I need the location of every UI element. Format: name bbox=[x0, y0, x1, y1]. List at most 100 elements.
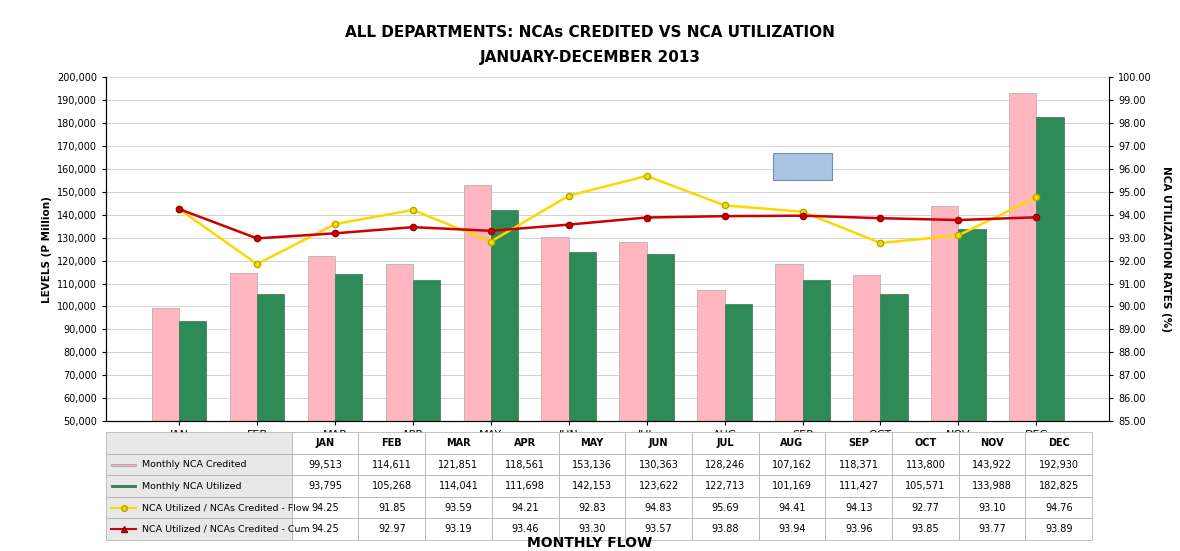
Bar bbox=[291, 476, 359, 497]
Bar bbox=[179, 321, 206, 536]
Bar bbox=[853, 275, 880, 536]
Text: FEB: FEB bbox=[381, 438, 402, 448]
Bar bbox=[625, 497, 691, 518]
Bar bbox=[825, 518, 892, 540]
Bar bbox=[257, 294, 284, 536]
Bar bbox=[892, 454, 959, 476]
Text: 94.21: 94.21 bbox=[511, 503, 539, 513]
Bar bbox=[773, 153, 832, 180]
Text: SEP: SEP bbox=[848, 438, 870, 448]
Text: APR: APR bbox=[514, 438, 536, 448]
Text: 105,571: 105,571 bbox=[905, 481, 945, 491]
Text: 93.85: 93.85 bbox=[912, 524, 939, 534]
Bar bbox=[691, 497, 759, 518]
Text: MAR: MAR bbox=[446, 438, 471, 448]
Text: 93.57: 93.57 bbox=[644, 524, 673, 534]
Bar bbox=[691, 433, 759, 454]
Bar bbox=[558, 433, 625, 454]
Text: NCA Utilized / NCAs Credited - Flow: NCA Utilized / NCAs Credited - Flow bbox=[143, 503, 309, 512]
Bar bbox=[492, 433, 558, 454]
Text: 93.46: 93.46 bbox=[511, 524, 539, 534]
Bar bbox=[542, 237, 569, 536]
Bar bbox=[491, 210, 518, 536]
Bar bbox=[558, 454, 625, 476]
Bar bbox=[959, 454, 1025, 476]
Bar bbox=[1025, 433, 1093, 454]
Bar bbox=[291, 518, 359, 540]
Bar bbox=[825, 454, 892, 476]
Bar bbox=[1025, 454, 1093, 476]
Bar bbox=[359, 497, 425, 518]
Bar bbox=[359, 476, 425, 497]
Bar bbox=[759, 454, 825, 476]
Text: 192,930: 192,930 bbox=[1038, 460, 1079, 469]
Bar bbox=[558, 497, 625, 518]
Bar bbox=[558, 476, 625, 497]
Bar bbox=[691, 476, 759, 497]
Bar bbox=[335, 274, 362, 536]
Bar bbox=[111, 464, 137, 466]
Bar bbox=[359, 454, 425, 476]
Bar bbox=[291, 497, 359, 518]
Bar bbox=[775, 264, 802, 536]
Bar bbox=[425, 454, 492, 476]
Text: 91.85: 91.85 bbox=[378, 503, 406, 513]
Text: 94.83: 94.83 bbox=[644, 503, 673, 513]
Text: 99,513: 99,513 bbox=[308, 460, 342, 469]
Bar bbox=[892, 476, 959, 497]
Text: 143,922: 143,922 bbox=[972, 460, 1012, 469]
Bar bbox=[308, 256, 335, 536]
Text: 101,169: 101,169 bbox=[772, 481, 812, 491]
Bar bbox=[625, 454, 691, 476]
Bar bbox=[959, 476, 1025, 497]
Bar bbox=[880, 294, 907, 536]
Text: 93.30: 93.30 bbox=[578, 524, 605, 534]
Text: 94.41: 94.41 bbox=[779, 503, 806, 513]
Text: 93.96: 93.96 bbox=[845, 524, 872, 534]
Y-axis label: LEVELS (P Million): LEVELS (P Million) bbox=[41, 196, 52, 302]
Text: 94.25: 94.25 bbox=[312, 524, 339, 534]
Text: 133,988: 133,988 bbox=[972, 481, 1012, 491]
Bar bbox=[620, 242, 647, 536]
Text: JANUARY-DECEMBER 2013: JANUARY-DECEMBER 2013 bbox=[479, 50, 701, 64]
Bar bbox=[759, 476, 825, 497]
Bar bbox=[359, 433, 425, 454]
Bar bbox=[625, 518, 691, 540]
Text: JUN: JUN bbox=[649, 438, 668, 448]
Bar bbox=[1025, 476, 1093, 497]
Text: 114,041: 114,041 bbox=[439, 481, 478, 491]
Bar bbox=[759, 433, 825, 454]
Bar bbox=[413, 280, 440, 536]
Bar bbox=[152, 307, 179, 536]
Text: OCT: OCT bbox=[914, 438, 937, 448]
Bar bbox=[291, 433, 359, 454]
Text: 107,162: 107,162 bbox=[772, 460, 812, 469]
Bar bbox=[464, 185, 491, 536]
Text: DEC: DEC bbox=[1048, 438, 1070, 448]
Bar bbox=[825, 476, 892, 497]
Bar bbox=[359, 518, 425, 540]
Bar bbox=[892, 518, 959, 540]
Text: 142,153: 142,153 bbox=[572, 481, 612, 491]
Text: 118,561: 118,561 bbox=[505, 460, 545, 469]
Bar bbox=[825, 497, 892, 518]
Text: 128,246: 128,246 bbox=[706, 460, 746, 469]
Text: 93.94: 93.94 bbox=[779, 524, 806, 534]
Text: ALL DEPARTMENTS: NCAs CREDITED VS NCA UTILIZATION: ALL DEPARTMENTS: NCAs CREDITED VS NCA UT… bbox=[345, 25, 835, 40]
Bar bbox=[625, 433, 691, 454]
Bar bbox=[931, 206, 958, 536]
Text: 111,427: 111,427 bbox=[839, 481, 879, 491]
Text: JAN: JAN bbox=[315, 438, 335, 448]
Text: 93.10: 93.10 bbox=[978, 503, 1005, 513]
Bar bbox=[825, 433, 892, 454]
Text: 113,800: 113,800 bbox=[905, 460, 945, 469]
Bar bbox=[691, 454, 759, 476]
Bar bbox=[697, 290, 725, 536]
Bar bbox=[691, 518, 759, 540]
Bar bbox=[725, 304, 752, 536]
Text: AUG: AUG bbox=[780, 438, 804, 448]
Text: 94.13: 94.13 bbox=[845, 503, 872, 513]
Text: 93.88: 93.88 bbox=[712, 524, 739, 534]
Y-axis label: NCA UTILIZATION RATES (%): NCA UTILIZATION RATES (%) bbox=[1161, 166, 1172, 332]
Bar bbox=[386, 264, 413, 536]
